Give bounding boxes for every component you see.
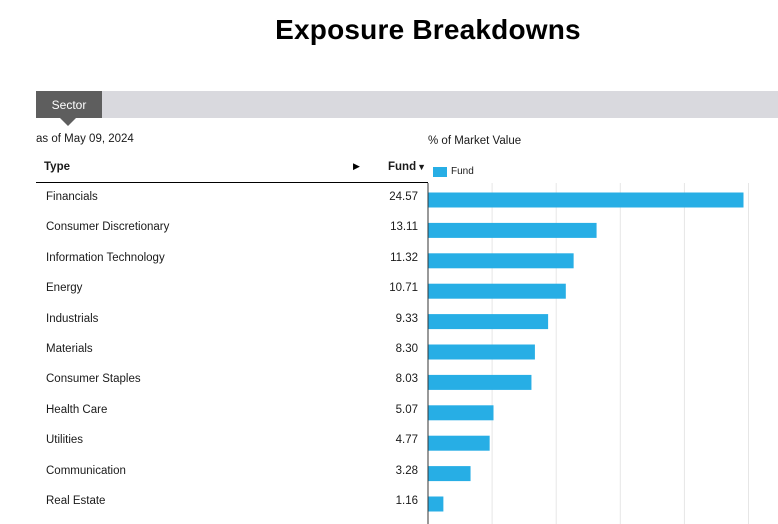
row-label: Real Estate <box>46 495 106 507</box>
row-label: Energy <box>46 282 83 295</box>
row-value: 4.77 <box>395 434 418 447</box>
column-header-type[interactable]: Type <box>44 161 70 173</box>
bar-industrials[interactable] <box>428 314 549 330</box>
bar-health-care[interactable] <box>428 405 494 421</box>
row-value: 8.03 <box>395 373 418 386</box>
row-value: 1.16 <box>395 495 418 507</box>
header-divider <box>36 182 428 183</box>
column-header-fund[interactable]: Fund▼ <box>388 161 426 173</box>
bar-information-technology[interactable] <box>428 253 574 269</box>
bar-communication[interactable] <box>428 466 471 482</box>
row-label: Information Technology <box>46 251 165 264</box>
tab-bar <box>36 91 778 118</box>
sort-desc-icon: ▼ <box>417 162 427 172</box>
row-value: 13.11 <box>390 221 418 234</box>
bar-materials[interactable] <box>428 344 535 360</box>
bar-consumer-staples[interactable] <box>428 374 532 390</box>
column-header-fund-label: Fund <box>388 161 417 173</box>
chart-legend: Fund <box>433 166 474 177</box>
legend-swatch-fund <box>433 166 447 177</box>
row-label: Consumer Staples <box>46 373 141 386</box>
row-label: Industrials <box>46 312 99 325</box>
tab-sector[interactable]: Sector <box>36 91 102 118</box>
expand-arrow-icon[interactable]: ▶ <box>353 161 360 171</box>
row-value: 11.32 <box>390 251 418 264</box>
row-label: Materials <box>46 343 93 355</box>
row-label: Communication <box>46 464 126 477</box>
row-label: Health Care <box>46 403 108 416</box>
bar-financials[interactable] <box>428 192 744 208</box>
row-value: 5.07 <box>395 403 418 416</box>
row-value: 8.30 <box>395 343 418 355</box>
row-label: Utilities <box>46 434 84 447</box>
legend-label-fund: Fund <box>451 166 474 177</box>
bar-real-estate[interactable] <box>428 496 444 512</box>
bar-utilities[interactable] <box>428 435 490 451</box>
tab-active-pointer <box>60 118 76 126</box>
row-value: 9.33 <box>395 312 418 325</box>
row-value: 3.28 <box>395 464 418 477</box>
chart-title: % of Market Value <box>428 135 522 147</box>
bar-energy[interactable] <box>428 283 566 299</box>
row-value: 10.71 <box>389 282 418 295</box>
as-of-date: as of May 09, 2024 <box>36 133 134 145</box>
page-title: Exposure Breakdowns <box>275 14 581 45</box>
row-value: 24.57 <box>389 191 418 203</box>
row-label: Consumer Discretionary <box>46 221 170 234</box>
bar-consumer-discretionary[interactable] <box>428 222 597 238</box>
row-label: Financials <box>46 191 98 203</box>
